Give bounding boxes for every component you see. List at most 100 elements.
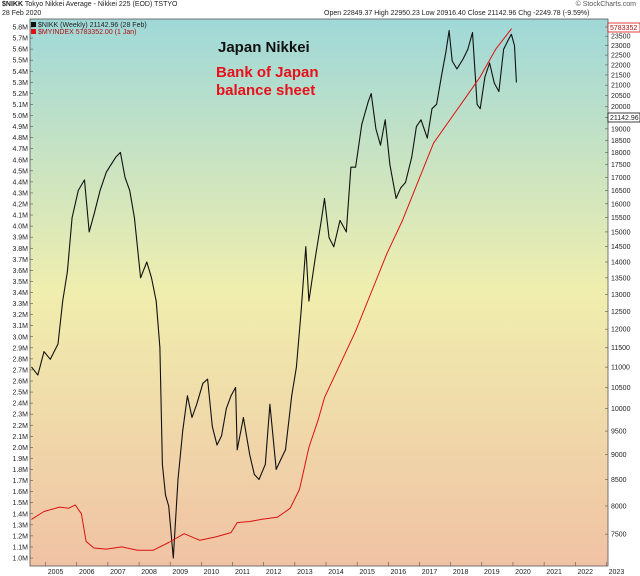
x-tick-label: 2006 bbox=[79, 569, 95, 576]
nikkei-data-point bbox=[489, 62, 490, 64]
left-tick-label: 5.5M bbox=[12, 58, 28, 65]
nikkei-data-point bbox=[467, 49, 469, 50]
boj-data-point bbox=[495, 48, 497, 50]
left-tick-label: 2.2M bbox=[12, 423, 28, 430]
nikkei-data-point bbox=[472, 32, 473, 33]
x-tick-label: 2023 bbox=[609, 569, 625, 576]
nikkei-data-point bbox=[462, 58, 464, 60]
boj-data-point bbox=[81, 513, 82, 515]
left-tick-label: 4.3M bbox=[12, 190, 28, 197]
x-tick-label: 2014 bbox=[328, 569, 344, 576]
left-tick-label: 1.9M bbox=[12, 456, 28, 463]
boj-data-point bbox=[59, 506, 60, 508]
x-tick-label: 2008 bbox=[141, 569, 157, 576]
nikkei-data-point bbox=[105, 171, 107, 173]
left-tick-label: 1.2M bbox=[12, 533, 28, 540]
nikkei-data-point bbox=[514, 45, 515, 46]
right-tick-label: 7500 bbox=[611, 532, 627, 539]
nikkei-data-point bbox=[249, 454, 251, 455]
nikkei-value-tag bbox=[607, 112, 640, 123]
nikkei-data-point bbox=[258, 479, 260, 480]
left-tick-label: 3.2M bbox=[12, 312, 28, 319]
boj-data-point bbox=[464, 98, 466, 100]
ticker-description: Tokyo Nikkei Average - Nikkei 225 (EOD) … bbox=[24, 1, 178, 8]
nikkei-data-point bbox=[62, 300, 64, 302]
nikkei-annotation: Japan Nikkei bbox=[218, 39, 310, 56]
left-tick-label: 2.9M bbox=[12, 345, 28, 352]
boj-data-point bbox=[183, 533, 185, 535]
nikkei-data-point bbox=[264, 464, 266, 465]
left-tick-label: 2.8M bbox=[12, 356, 28, 363]
right-tick-label: 15000 bbox=[611, 229, 631, 236]
nikkei-data-point bbox=[31, 366, 32, 368]
left-tick-label: 1.4M bbox=[12, 511, 28, 518]
right-tick-label: 12500 bbox=[611, 309, 631, 316]
boj-data-point bbox=[43, 511, 45, 512]
boj-annotation-line1: Bank of Japan bbox=[216, 64, 319, 81]
nikkei-data-point bbox=[308, 300, 310, 302]
boj-data-point bbox=[402, 220, 403, 222]
nikkei-data-point bbox=[320, 220, 322, 221]
nikkei-data-point bbox=[37, 374, 39, 376]
boj-data-point bbox=[74, 504, 76, 506]
nikkei-data-point bbox=[236, 449, 238, 451]
boj-data-point bbox=[261, 518, 263, 520]
left-tick-label: 2.0M bbox=[12, 445, 28, 452]
boj-data-point bbox=[85, 541, 87, 542]
nikkei-data-point bbox=[57, 343, 59, 345]
legend-swatch-boj bbox=[31, 29, 36, 34]
boj-data-point bbox=[308, 447, 310, 448]
right-tick-label: 8500 bbox=[611, 477, 627, 484]
left-tick-label: 2.1M bbox=[12, 434, 28, 441]
nikkei-data-point bbox=[400, 187, 402, 189]
nikkei-data-point bbox=[314, 258, 316, 260]
nikkei-data-point bbox=[448, 30, 450, 31]
right-tick-label: 23000 bbox=[611, 43, 631, 50]
left-tick-label: 2.5M bbox=[12, 390, 28, 397]
nikkei-data-point bbox=[440, 76, 442, 78]
boj-data-point bbox=[105, 548, 107, 550]
nikkei-data-point bbox=[355, 166, 356, 168]
nikkei-data-point bbox=[503, 49, 504, 50]
x-tick-label: 2018 bbox=[453, 569, 469, 576]
nikkei-data-point bbox=[172, 557, 174, 559]
boj-annotation-line2: balance sheet bbox=[216, 82, 316, 99]
nikkei-data-point bbox=[99, 190, 101, 191]
boj-data-point bbox=[152, 549, 154, 551]
nikkei-data-point bbox=[285, 449, 286, 451]
nikkei-data-point bbox=[280, 459, 282, 460]
nikkei-data-point bbox=[375, 128, 377, 130]
boj-data-point bbox=[137, 549, 138, 551]
nikkei-data-point bbox=[225, 408, 227, 410]
right-tick-label: 14000 bbox=[611, 259, 631, 266]
nikkei-data-point bbox=[426, 137, 428, 139]
nikkei-data-point bbox=[456, 68, 458, 70]
high-label: High bbox=[374, 10, 389, 17]
nikkei-data-point bbox=[324, 198, 325, 199]
left-tick-label: 1.6M bbox=[12, 489, 28, 496]
left-tick-label: 1.0M bbox=[12, 556, 28, 563]
nikkei-data-point bbox=[49, 358, 51, 360]
left-tick-label: 3.9M bbox=[12, 235, 28, 242]
left-tick-label: 5.8M bbox=[12, 25, 28, 32]
right-tick-label: 17000 bbox=[611, 175, 631, 182]
left-tick-label: 5.4M bbox=[12, 69, 28, 76]
series-line-boj bbox=[31, 28, 512, 551]
nikkei-data-point bbox=[370, 93, 372, 94]
left-tick-label: 4.2M bbox=[12, 202, 28, 209]
left-tick-label: 2.6M bbox=[12, 379, 28, 386]
nikkei-data-point bbox=[67, 271, 68, 272]
boj-data-point bbox=[479, 76, 481, 78]
x-tick-label: 2016 bbox=[391, 569, 407, 576]
left-tick-label: 3.6M bbox=[12, 268, 28, 275]
nikkei-data-point bbox=[235, 387, 237, 388]
legend: $NIKK (Weekly) 21142.96 (28 Feb) $MYINDE… bbox=[31, 22, 147, 36]
left-tick-label: 1.7M bbox=[12, 478, 28, 485]
x-tick-label: 2011 bbox=[235, 569, 250, 576]
nikkei-data-point bbox=[162, 464, 163, 465]
high-value: 22950.23 bbox=[390, 10, 420, 17]
right-tick-label: 23500 bbox=[611, 34, 631, 41]
nikkei-data-point bbox=[484, 76, 486, 78]
boj-data-point bbox=[236, 522, 238, 523]
right-axis: 7500 8000 8500 9000 9500 10000 10500 11000 11500… bbox=[605, 25, 631, 539]
